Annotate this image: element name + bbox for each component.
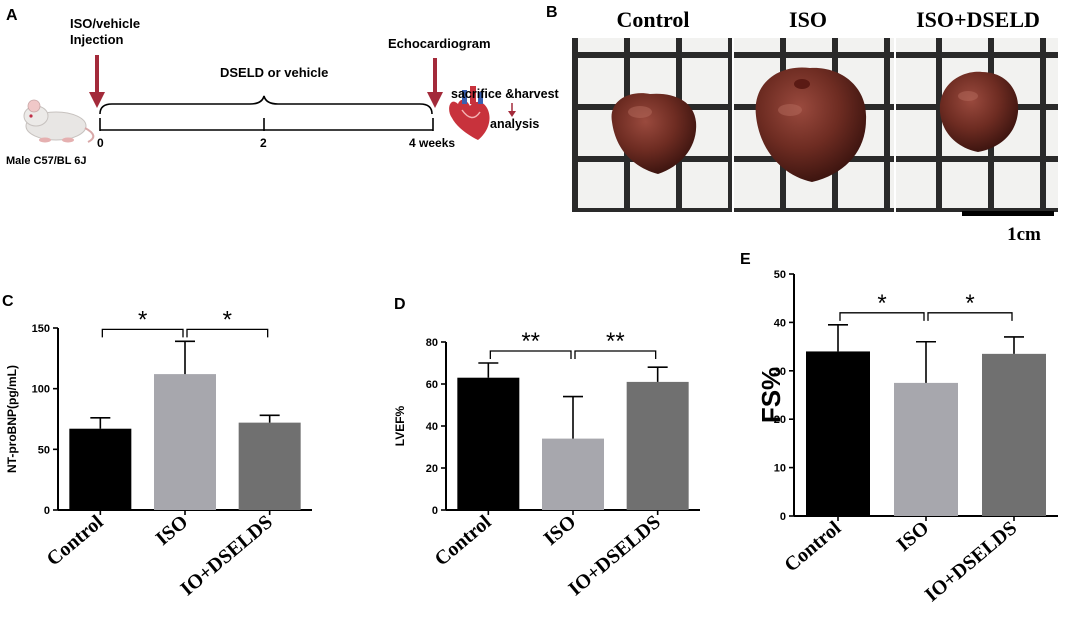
echo-arrow xyxy=(427,58,443,108)
y-tick-label: 0 xyxy=(432,505,438,517)
y-tick-label: 40 xyxy=(426,421,438,433)
significance-label: * xyxy=(877,290,886,317)
panel-b: B Control ISO ISO+DSELD 1cm xyxy=(546,4,1058,245)
significance-label: * xyxy=(138,306,147,333)
x-tick-label: ISO xyxy=(152,511,193,550)
bar-io-dselds xyxy=(626,381,689,510)
bar-control xyxy=(806,351,870,516)
significance-bracket xyxy=(574,350,657,359)
panel-b-letter: B xyxy=(546,4,558,21)
y-tick-label: 100 xyxy=(32,384,50,396)
bar-io-dselds xyxy=(982,353,1046,516)
x-tick-label: IO+DSELDS xyxy=(921,517,1021,606)
significance-bracket xyxy=(186,328,269,338)
x-tick-label: Control xyxy=(431,511,496,571)
injection-label-1: ISO/vehicle xyxy=(70,16,140,31)
y-tick-label: 50 xyxy=(774,269,786,281)
significance-bracket xyxy=(927,312,1013,321)
scale-bar xyxy=(962,211,1054,216)
y-tick-label: 20 xyxy=(426,463,438,475)
heart-photo-iso-dseld xyxy=(896,38,1058,212)
y-tick-label: 40 xyxy=(774,317,786,329)
panel-a: A ISO/vehicle Injection DSELD or vehicle… xyxy=(6,7,560,167)
y-axis-label: LVEF% xyxy=(393,405,407,446)
bar-control xyxy=(69,428,132,510)
treatment-brace xyxy=(99,95,433,115)
chart-c: 0 50 100 150 NT-proBNP(pg/mL) Control ISOIO+DS… xyxy=(5,306,312,600)
echo-label: Echocardiogram xyxy=(388,36,491,51)
analysis-label: analysis xyxy=(490,117,539,131)
timeline-label-4: 4 weeks xyxy=(409,136,455,150)
significance-label: ** xyxy=(521,328,540,355)
significance-label: ** xyxy=(606,328,625,355)
x-tick-label: ISO xyxy=(893,517,934,556)
heart-photo-control xyxy=(572,38,732,212)
y-axis-label: FS% xyxy=(756,367,786,423)
panel-a-letter: A xyxy=(6,7,18,24)
y-tick-label: 80 xyxy=(426,337,438,349)
heart-icon xyxy=(449,86,490,140)
injection-label-2: Injection xyxy=(70,32,124,47)
treatment-label: DSELD or vehicle xyxy=(220,65,328,80)
panel-d-letter: D xyxy=(394,296,406,313)
y-tick-label: 0 xyxy=(44,505,50,517)
photo-label-iso: ISO xyxy=(789,7,827,32)
y-tick-label: 60 xyxy=(426,379,438,391)
significance-label: * xyxy=(965,290,974,317)
x-tick-label: IO+DSELDS xyxy=(177,511,277,600)
panel-c-letter: C xyxy=(2,293,14,310)
bar-iso xyxy=(542,438,604,510)
y-tick-label: 150 xyxy=(32,323,50,335)
injection-arrow xyxy=(89,55,105,108)
mouse-icon xyxy=(23,99,95,143)
significance-bracket xyxy=(101,328,184,338)
bar-control xyxy=(457,377,520,510)
y-tick-label: 30 xyxy=(774,366,786,378)
scale-label: 1cm xyxy=(1007,224,1041,245)
mouse-label: Male C57/BL 6J xyxy=(6,155,87,167)
y-axis-label: NT-proBNP(pg/mL) xyxy=(5,365,19,473)
sacrifice-label: sacrifice &harvest xyxy=(451,87,560,101)
significance-bracket xyxy=(839,312,925,321)
y-tick-label: 10 xyxy=(774,463,786,475)
timeline-label-0: 0 xyxy=(97,136,104,150)
photo-label-control: Control xyxy=(617,7,690,32)
x-tick-label: ISO xyxy=(540,511,581,550)
y-tick-label: 20 xyxy=(774,414,786,426)
bar-io-dselds xyxy=(238,422,301,510)
x-tick-label: IO+DSELDS xyxy=(565,511,665,600)
y-tick-label: 0 xyxy=(780,511,786,523)
photo-label-iso-dseld: ISO+DSELD xyxy=(916,7,1040,32)
bar-iso xyxy=(894,382,958,516)
harvest-arrow xyxy=(508,103,516,117)
panel-e-letter: E xyxy=(740,251,751,268)
significance-bracket xyxy=(489,350,572,359)
y-tick-label: 50 xyxy=(38,444,50,456)
significance-label: * xyxy=(223,306,232,333)
x-tick-label: Control xyxy=(780,517,845,577)
heart-photo-iso xyxy=(734,38,894,212)
bar-iso xyxy=(154,374,216,510)
x-tick-label: Control xyxy=(43,511,108,571)
timeline-label-2: 2 xyxy=(260,136,267,150)
